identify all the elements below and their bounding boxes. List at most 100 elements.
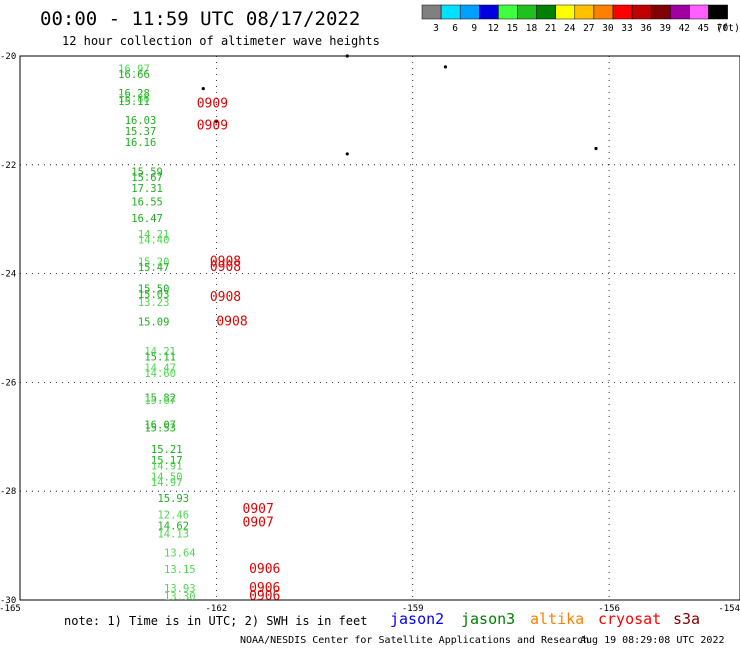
time-label: 0906 <box>249 589 280 604</box>
swh-label: 13.30 <box>164 591 196 603</box>
time-label: 0906 <box>249 562 280 577</box>
swh-label: 15.67 <box>144 395 176 407</box>
swh-label: 15.50 <box>138 284 170 296</box>
swh-label: 16.07 <box>144 420 176 432</box>
y-tick-label: -24 <box>0 270 16 280</box>
swh-label: 12.46 <box>157 509 189 521</box>
swh-label: 15.86 <box>118 93 150 105</box>
legend-label-2: 9 <box>471 23 477 34</box>
legend-unit: (ft) <box>716 23 740 34</box>
swh-label: 15.11 <box>144 352 176 364</box>
swh-label: 16.16 <box>125 137 157 149</box>
plot-frame <box>19 55 740 601</box>
legend-label-6: 21 <box>545 23 557 34</box>
legend-label-1: 6 <box>452 23 458 34</box>
legend-label-12: 39 <box>659 23 671 34</box>
land-dot <box>345 152 349 156</box>
legend-label-13: 42 <box>679 23 690 34</box>
legend-swatch-5 <box>517 4 537 20</box>
swh-label: 15.09 <box>138 316 170 328</box>
time-label: 0908 <box>216 314 247 329</box>
legend-label-10: 33 <box>621 23 632 34</box>
swh-label: 15.82 <box>144 392 176 404</box>
y-tick-label: -26 <box>0 378 16 388</box>
legend-swatch-1 <box>440 4 461 20</box>
swh-label: 14.40 <box>138 235 170 247</box>
swh-label: 15.21 <box>151 444 183 456</box>
legend-label-0: 3 <box>433 23 439 34</box>
swh-label: 15.93 <box>157 493 189 505</box>
time-label: 0906 <box>249 581 280 596</box>
legend-swatch-7 <box>555 4 576 20</box>
sat-cryosat: cryosat <box>598 610 661 628</box>
land-dot <box>594 146 598 151</box>
time-label: 0909 <box>197 97 228 112</box>
x-tick-label: -154 <box>718 604 740 614</box>
legend-swatch-8 <box>574 4 595 20</box>
swh-label: 15.20 <box>138 256 170 268</box>
time-label: 0908 <box>210 260 241 275</box>
legend-label-8: 27 <box>583 23 594 34</box>
swh-label: 15.17 <box>151 455 183 467</box>
legend-swatch-6 <box>536 4 556 20</box>
satellite-legend: jason2 jason3 altika cryosat s3a <box>390 610 700 628</box>
swh-label: 14.97 <box>151 477 183 489</box>
legend-label-5: 18 <box>526 23 538 34</box>
y-tick-label: -28 <box>0 487 16 497</box>
footer-note: note: 1) Time is in UTC; 2) SWH is in fe… <box>64 614 367 628</box>
legend-swatch-10 <box>612 4 633 20</box>
legend-label-7: 24 <box>564 23 576 34</box>
swh-label: 14.50 <box>151 471 183 483</box>
legend-swatch-9 <box>593 4 614 20</box>
legend-swatch-0 <box>421 4 442 20</box>
sat-altika: altika <box>530 610 584 628</box>
swh-label: 15.47 <box>138 262 170 274</box>
time-label: 0908 <box>210 254 241 269</box>
swh-label: 16.97 <box>118 63 150 75</box>
chart-title: 00:00 - 11:59 UTC 08/17/2022 <box>40 8 360 30</box>
swh-label: 15.03 <box>138 289 170 301</box>
swh-label: 14.60 <box>144 368 176 380</box>
chart-subtitle: 12 hour collection of altimeter wave hei… <box>62 34 380 48</box>
land-dot <box>201 87 205 91</box>
swh-label: 14.21 <box>138 229 170 241</box>
legend-swatch-2 <box>459 4 480 20</box>
swh-label: 15.67 <box>131 172 163 184</box>
color-legend: 3 6 9 12 15 18 21 24 27 30 33 36 39 42 45 70 <box>421 4 729 34</box>
swh-label: 13.93 <box>164 583 196 595</box>
swh-label: 15.53 <box>144 422 176 434</box>
time-label: 0909 <box>197 118 228 133</box>
legend-label-15: 70 <box>717 23 729 34</box>
land-dot <box>443 65 448 69</box>
swh-label: 15.37 <box>125 126 157 138</box>
y-tick-label: -22 <box>0 161 16 171</box>
legend-swatch-15 <box>708 4 728 20</box>
legend-swatch-12 <box>650 4 671 20</box>
footer-credit: NOAA/NESDIS Center for Satellite Applica… <box>240 635 589 646</box>
swh-label: 14.13 <box>157 528 189 540</box>
swh-label: 16.28 <box>118 88 150 100</box>
x-tick-label: -162 <box>206 604 228 614</box>
legend-swatch-3 <box>479 4 499 20</box>
swh-label: 14.91 <box>151 460 183 472</box>
y-tick-label: -20 <box>0 52 16 62</box>
swh-label: 14.47 <box>144 363 176 375</box>
legend-swatch-13 <box>670 4 690 20</box>
swh-label: 16.55 <box>131 197 163 209</box>
y-tick-label: -30 <box>0 596 16 606</box>
legend-label-14: 45 <box>698 23 709 34</box>
swh-label: 16.47 <box>131 213 163 225</box>
x-tick-label: -156 <box>598 604 620 614</box>
legend-label-9: 30 <box>602 23 614 34</box>
swh-label: 14.21 <box>144 346 176 358</box>
swh-label: 16.03 <box>125 115 157 127</box>
swh-label: 16.66 <box>118 69 150 81</box>
axis-ticks: -165-162-159-156-153-154-20-22-24-26-28-… <box>0 52 740 614</box>
sat-jason2: jason2 <box>390 610 444 628</box>
x-tick-label: -159 <box>402 604 424 614</box>
legend-swatch-11 <box>631 4 652 20</box>
sat-jason3: jason3 <box>461 610 515 628</box>
footer-timestamp: Aug 19 08:29:08 UTC 2022 <box>580 635 725 646</box>
